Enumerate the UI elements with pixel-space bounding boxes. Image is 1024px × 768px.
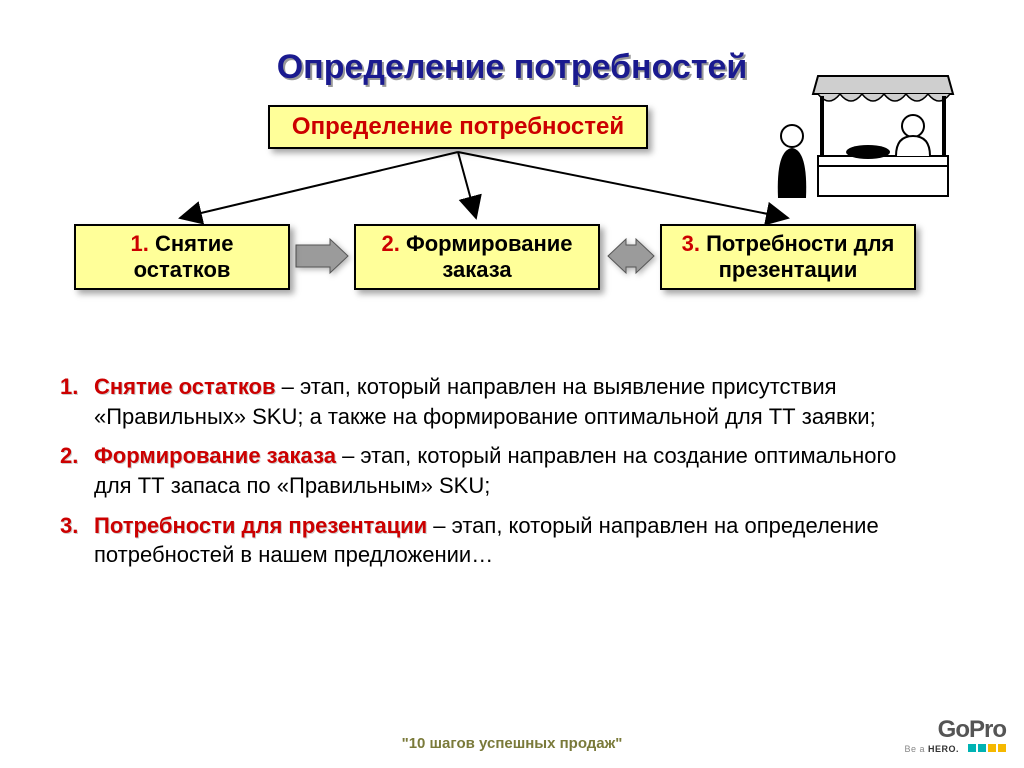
footer-caption: "10 шагов успешных продаж" — [402, 735, 623, 752]
definition-term: Снятие остатков — [94, 374, 276, 399]
slide-title: Определение потребностей — [277, 48, 748, 87]
flow-box-text: Определение потребностей — [292, 113, 624, 140]
flow-box-text: Формирование заказа — [406, 231, 573, 282]
flow-box-text: Потребности для презентации — [706, 231, 894, 282]
flow-box-root: Определение потребностей — [268, 105, 648, 149]
definition-term: Формирование заказа — [94, 443, 336, 468]
definitions-list: 1.Снятие остатков – этап, который направ… — [60, 372, 930, 580]
brand-logo: GoPro Be a HERO. — [904, 716, 1006, 754]
flow-box-text: Снятие остатков — [134, 231, 234, 282]
definition-num: 1. — [60, 372, 78, 402]
definition-item: 2.Формирование заказа – этап, который на… — [60, 441, 930, 500]
flow-box-num: 3. — [682, 231, 700, 256]
definition-item: 3.Потребности для презентации – этап, ко… — [60, 511, 930, 570]
brand-logo-tagline: Be a HERO. — [904, 744, 1006, 754]
definition-num: 3. — [60, 511, 78, 541]
flow-box-2: 2. Формирование заказа — [354, 224, 600, 290]
definition-term: Потребности для презентации — [94, 513, 427, 538]
flow-box-3: 3. Потребности для презентации — [660, 224, 916, 290]
flow-box-num: 1. — [130, 231, 148, 256]
definition-item: 1.Снятие остатков – этап, который направ… — [60, 372, 930, 431]
definition-num: 2. — [60, 441, 78, 471]
brand-logo-text: GoPro — [904, 716, 1006, 744]
flow-box-1: 1. Снятие остатков — [74, 224, 290, 290]
flow-box-num: 2. — [381, 231, 399, 256]
